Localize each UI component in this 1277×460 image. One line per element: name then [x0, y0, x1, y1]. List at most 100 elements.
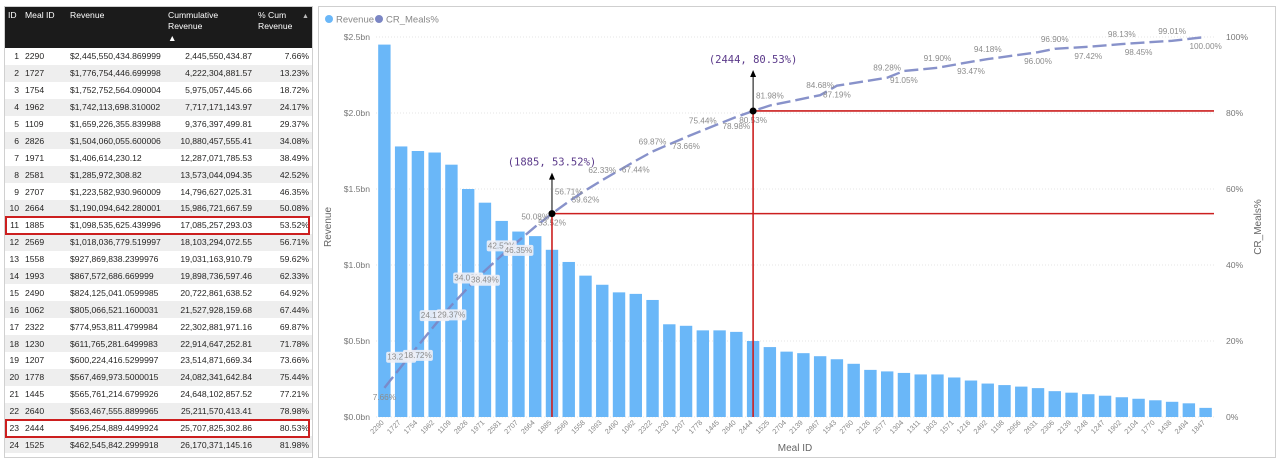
table-row[interactable]: 23 2444 $496,254,889.4499924 25,707,825,302… — [5, 420, 312, 437]
cell-id: 14 — [5, 267, 22, 285]
table-row[interactable]: 22 2640 $563,467,555.8899965 25,211,570,413… — [5, 402, 312, 420]
cell-meal-id: 1230 — [22, 335, 67, 353]
bar-1438 — [1165, 401, 1179, 417]
line-label-bg — [436, 309, 467, 321]
cell-cumulative-revenue: 21,527,928,159.68 — [165, 301, 255, 319]
bar-1770 — [1149, 400, 1162, 417]
cell-meal-id: 1754 — [25, 85, 45, 96]
table-row[interactable]: 1 2290 $2,445,550,434.869999 2,445,550,434.… — [5, 48, 312, 65]
cell-cumulative-revenue: 17,085,257,293.03 — [180, 220, 252, 231]
cell-meal-id: 1445 — [25, 389, 45, 400]
bar-2640 — [730, 331, 743, 417]
bar-2306 — [1048, 391, 1061, 417]
bar-2492 — [981, 383, 994, 417]
x-tick-label: 2492 — [971, 418, 989, 436]
bar-1198 — [998, 385, 1011, 417]
table-row[interactable]: 14 1993 $867,572,686.669999 19,898,736,597.… — [5, 267, 312, 285]
x-tick-label: 1304 — [888, 418, 906, 436]
bar-2290 — [378, 44, 391, 417]
x-tick-label: 1311 — [905, 418, 922, 435]
cell-cum-percent: 71.78% — [255, 335, 312, 353]
table-row[interactable]: 10 2664 $1,190,094,642.280001 15,986,721,66… — [5, 200, 312, 217]
cell-revenue: $462,545,842.2999918 — [67, 436, 165, 454]
bar-1971 — [478, 202, 492, 417]
cell-revenue: $2,445,550,434.869999 — [70, 51, 161, 62]
table-row[interactable]: 19 1207 $600,224,416.5299997 23,514,871,669… — [5, 352, 312, 369]
line-label-91.05%: 91.05% — [890, 76, 918, 85]
table-row[interactable]: 4 1962 $1,742,113,698.310002 7,717,171,143.… — [5, 98, 312, 116]
table-row[interactable]: 24 1525 $462,545,842.2999918 26,170,371,145… — [5, 436, 312, 454]
bar-1803 — [931, 374, 944, 417]
cell-meal-id: 1109 — [25, 119, 44, 129]
header-pct-line2: Revenue — [258, 21, 293, 31]
bar-1247 — [1098, 395, 1112, 417]
line-label-89.28%: 89.28% — [873, 64, 901, 73]
line-label-73.66%: 73.66% — [672, 142, 700, 151]
table-row[interactable]: 16 1062 $805,066,521.1600031 21,527,928,159… — [5, 301, 312, 319]
table-body: 1 2290 $2,445,550,434.869999 2,445,550,434.… — [5, 48, 312, 454]
table-row[interactable]: 11 1885 $1,098,535,625.439996 17,085,257,29… — [5, 217, 312, 234]
bar-1778 — [696, 330, 710, 417]
cell-meal-id: 1525 — [22, 436, 67, 454]
line-label-69.87%: 69.87% — [639, 137, 667, 146]
line-label-96.00%: 96.00% — [1024, 57, 1052, 66]
line-label-99.01%: 99.01% — [1158, 27, 1186, 36]
table-row[interactable]: 17 2322 $774,953,811.4799984 22,302,881,971… — [5, 318, 312, 335]
cell-revenue: $1,504,060,055.600006 — [67, 132, 165, 150]
cell-cumulative-revenue: 5,975,057,445.66 — [185, 85, 252, 96]
cell-cum-percent: 46.35% — [279, 186, 309, 197]
x-tick-label: 2569 — [552, 418, 570, 436]
bar-2826 — [461, 189, 475, 417]
x-tick-label: 2444 — [737, 418, 755, 436]
table-row[interactable]: 2 1727 $1,776,754,446.699998 4,222,304,881.… — [5, 64, 312, 82]
table-row[interactable]: 3 1754 $1,752,752,564.090004 5,975,057,445.… — [5, 82, 312, 99]
table-row[interactable]: 21 1445 $565,761,214.6799926 24,648,102,857… — [5, 386, 312, 403]
y-axis-title: Revenue — [323, 207, 334, 247]
table-row[interactable]: 15 2490 $824,125,041.0599985 20,722,861,638… — [5, 284, 312, 301]
x-tick-label: 2640 — [720, 418, 738, 436]
table-row[interactable]: 9 2707 $1,223,582,930.960009 14,796,627,025… — [5, 183, 312, 200]
table-row[interactable]: 20 1778 $567,469,973.5000015 24,082,341,642… — [5, 368, 312, 386]
cell-revenue: $611,765,281.6499983 — [67, 335, 165, 353]
cell-id: 13 — [9, 254, 19, 265]
table-row[interactable]: 18 1230 $611,765,281.6499983 22,914,647,252… — [5, 335, 312, 353]
cell-revenue: $1,190,094,642.280001 — [67, 200, 165, 217]
cell-cumulative-revenue: 19,898,736,597.46 — [165, 267, 255, 285]
table-row[interactable]: 5 1109 $1,659,226,355.839988 9,376,397,499.… — [5, 116, 312, 133]
cell-cum-percent: 24.17% — [255, 98, 312, 116]
cell-meal-id: 1885 — [25, 220, 45, 231]
bar-1558 — [579, 275, 592, 417]
cell-cumulative-revenue: 19,031,163,910.79 — [180, 254, 252, 265]
table-row[interactable]: 6 2826 $1,504,060,055.600006 10,880,457,555… — [5, 132, 312, 150]
cell-meal-id: 2707 — [25, 186, 45, 197]
cell-meal-id: 2581 — [22, 166, 67, 184]
header-revenue[interactable]: Revenue — [67, 7, 165, 48]
table-row[interactable]: 13 1558 $927,869,838.2399976 19,031,163,910… — [5, 251, 312, 268]
x-tick-label: 2867 — [804, 418, 822, 436]
cell-cumulative-revenue: 14,796,627,025.31 — [180, 186, 252, 197]
annotation-point — [749, 107, 757, 115]
scroll-up-icon[interactable]: ▲ — [302, 13, 309, 20]
bar-1543 — [830, 359, 844, 417]
header-id[interactable]: ID — [5, 7, 22, 48]
bar-2322 — [646, 299, 659, 417]
table-row[interactable]: 7 1971 $1,406,614,230.12 12,287,071,785.53 3… — [5, 149, 312, 166]
bar-1248 — [1082, 394, 1095, 417]
annotation-arrow-head — [548, 172, 555, 180]
header-cumulative-revenue[interactable]: Cummulative Revenue ▲ — [165, 7, 255, 48]
line-label-91.90%: 91.90% — [924, 54, 952, 63]
table-row[interactable]: 12 2569 $1,018,036,779.519997 18,103,294,07… — [5, 233, 312, 251]
bar-2577 — [880, 371, 894, 417]
annotation-label: (2444, 80.53%) — [709, 54, 798, 66]
cell-id: 21 — [9, 389, 19, 400]
bar-2631 — [1031, 388, 1045, 417]
x-tick-label: 2581 — [485, 418, 503, 436]
bar-1304 — [897, 372, 911, 417]
table-row[interactable]: 8 2581 $1,285,972,308.82 13,573,044,094.35 4… — [5, 166, 312, 184]
legend-revenue-label: Revenue — [336, 15, 374, 26]
bar-1571 — [948, 377, 961, 417]
header-meal-id[interactable]: Meal ID — [22, 7, 67, 48]
x-tick-label: 1885 — [536, 418, 554, 436]
header-cum-percent[interactable]: % Cum Revenue — [255, 7, 312, 48]
cell-revenue: $567,469,973.5000015 — [67, 368, 165, 386]
